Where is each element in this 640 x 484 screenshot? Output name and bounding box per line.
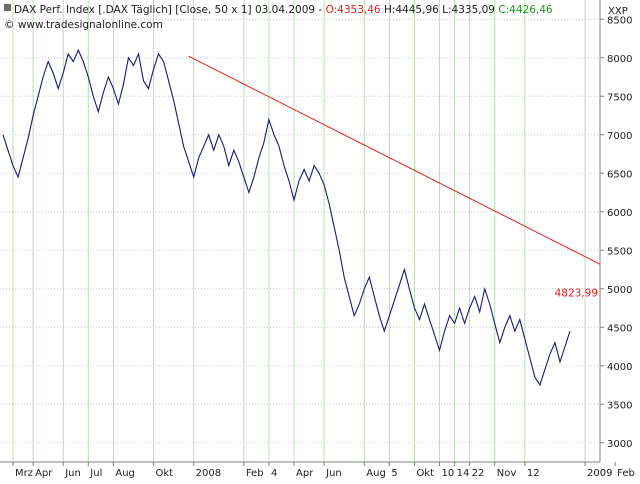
x-tick-label: Mrz: [15, 468, 33, 479]
close-value: C:4426,46: [498, 4, 553, 16]
y-tick-label: 8000: [607, 54, 632, 65]
x-tick-label: Nov: [497, 468, 517, 479]
y-tick-label: 7500: [607, 92, 632, 103]
x-tick-label: 22: [472, 468, 485, 479]
y-axis: 3000 3500 4000 4500 5000 5500 6000 6500 7000 7500…: [600, 15, 632, 450]
x-tick-label: Feb: [246, 468, 264, 479]
x-tick-label: Jun: [325, 468, 342, 479]
x-tick-label: Aug: [366, 468, 386, 479]
y-tick-label: 7000: [607, 131, 632, 142]
x-tick-label: Okt: [156, 468, 174, 479]
y-tick-label: 3500: [607, 400, 632, 411]
svg-text:DAX Perf. Index [.DAX Täglich: DAX Perf. Index [.DAX Täglich] [Close, 5…: [14, 4, 553, 16]
y-tick-label: 4000: [607, 362, 632, 373]
horizontal-gridlines: [0, 18, 600, 444]
y-tick-label: 6000: [607, 208, 632, 219]
low-value: L:4335,09: [442, 4, 495, 16]
price-series-line: [2, 48, 571, 387]
x-tick-label: Apr: [296, 468, 314, 479]
website-label: © www.tradesignalonline.com: [4, 19, 163, 31]
y-tick-label: 6500: [607, 169, 632, 180]
x-tick-label: Jun: [64, 468, 81, 479]
x-tick-label: Aug: [115, 468, 135, 479]
chart-title: DAX Perf. Index [.DAX Täglich] [Close, 5…: [14, 4, 322, 16]
x-tick-label: 10: [442, 468, 455, 479]
y-tick-label: 4500: [607, 323, 632, 334]
x-tick-label: 14: [457, 468, 470, 479]
x-tick-label: 5: [391, 468, 397, 479]
chart-header: DAX Perf. Index [.DAX Täglich] [Close, 5…: [4, 4, 553, 31]
y-tick-label: 8500: [607, 15, 632, 26]
x-tick-label: 2008: [196, 468, 221, 479]
y-tick-label: 5500: [607, 246, 632, 257]
high-value: H:4445,96: [384, 4, 439, 16]
x-tick-label: Feb: [617, 468, 635, 479]
open-value: O:4353,46: [326, 4, 381, 16]
y-tick-label: 5000: [607, 285, 632, 296]
x-tick-label: Jul: [89, 468, 102, 479]
y-tick-label: 3000: [607, 439, 632, 450]
x-axis: Mrz Apr Jun Jul Aug Okt 2008 Feb 4 Apr Jun Aug 5 Okt 1…: [12, 462, 635, 479]
x-tick-label: Okt: [416, 468, 434, 479]
x-tick-label: 2009: [587, 468, 612, 479]
symbol-label: XXP: [608, 6, 628, 17]
trend-line: [188, 55, 640, 285]
collapse-icon: [4, 4, 11, 11]
x-tick-label: 12: [527, 468, 540, 479]
trend-line-value-label: 4823,99: [555, 287, 598, 299]
x-tick-label: Apr: [35, 468, 53, 479]
x-tick-label: 4: [271, 468, 277, 479]
